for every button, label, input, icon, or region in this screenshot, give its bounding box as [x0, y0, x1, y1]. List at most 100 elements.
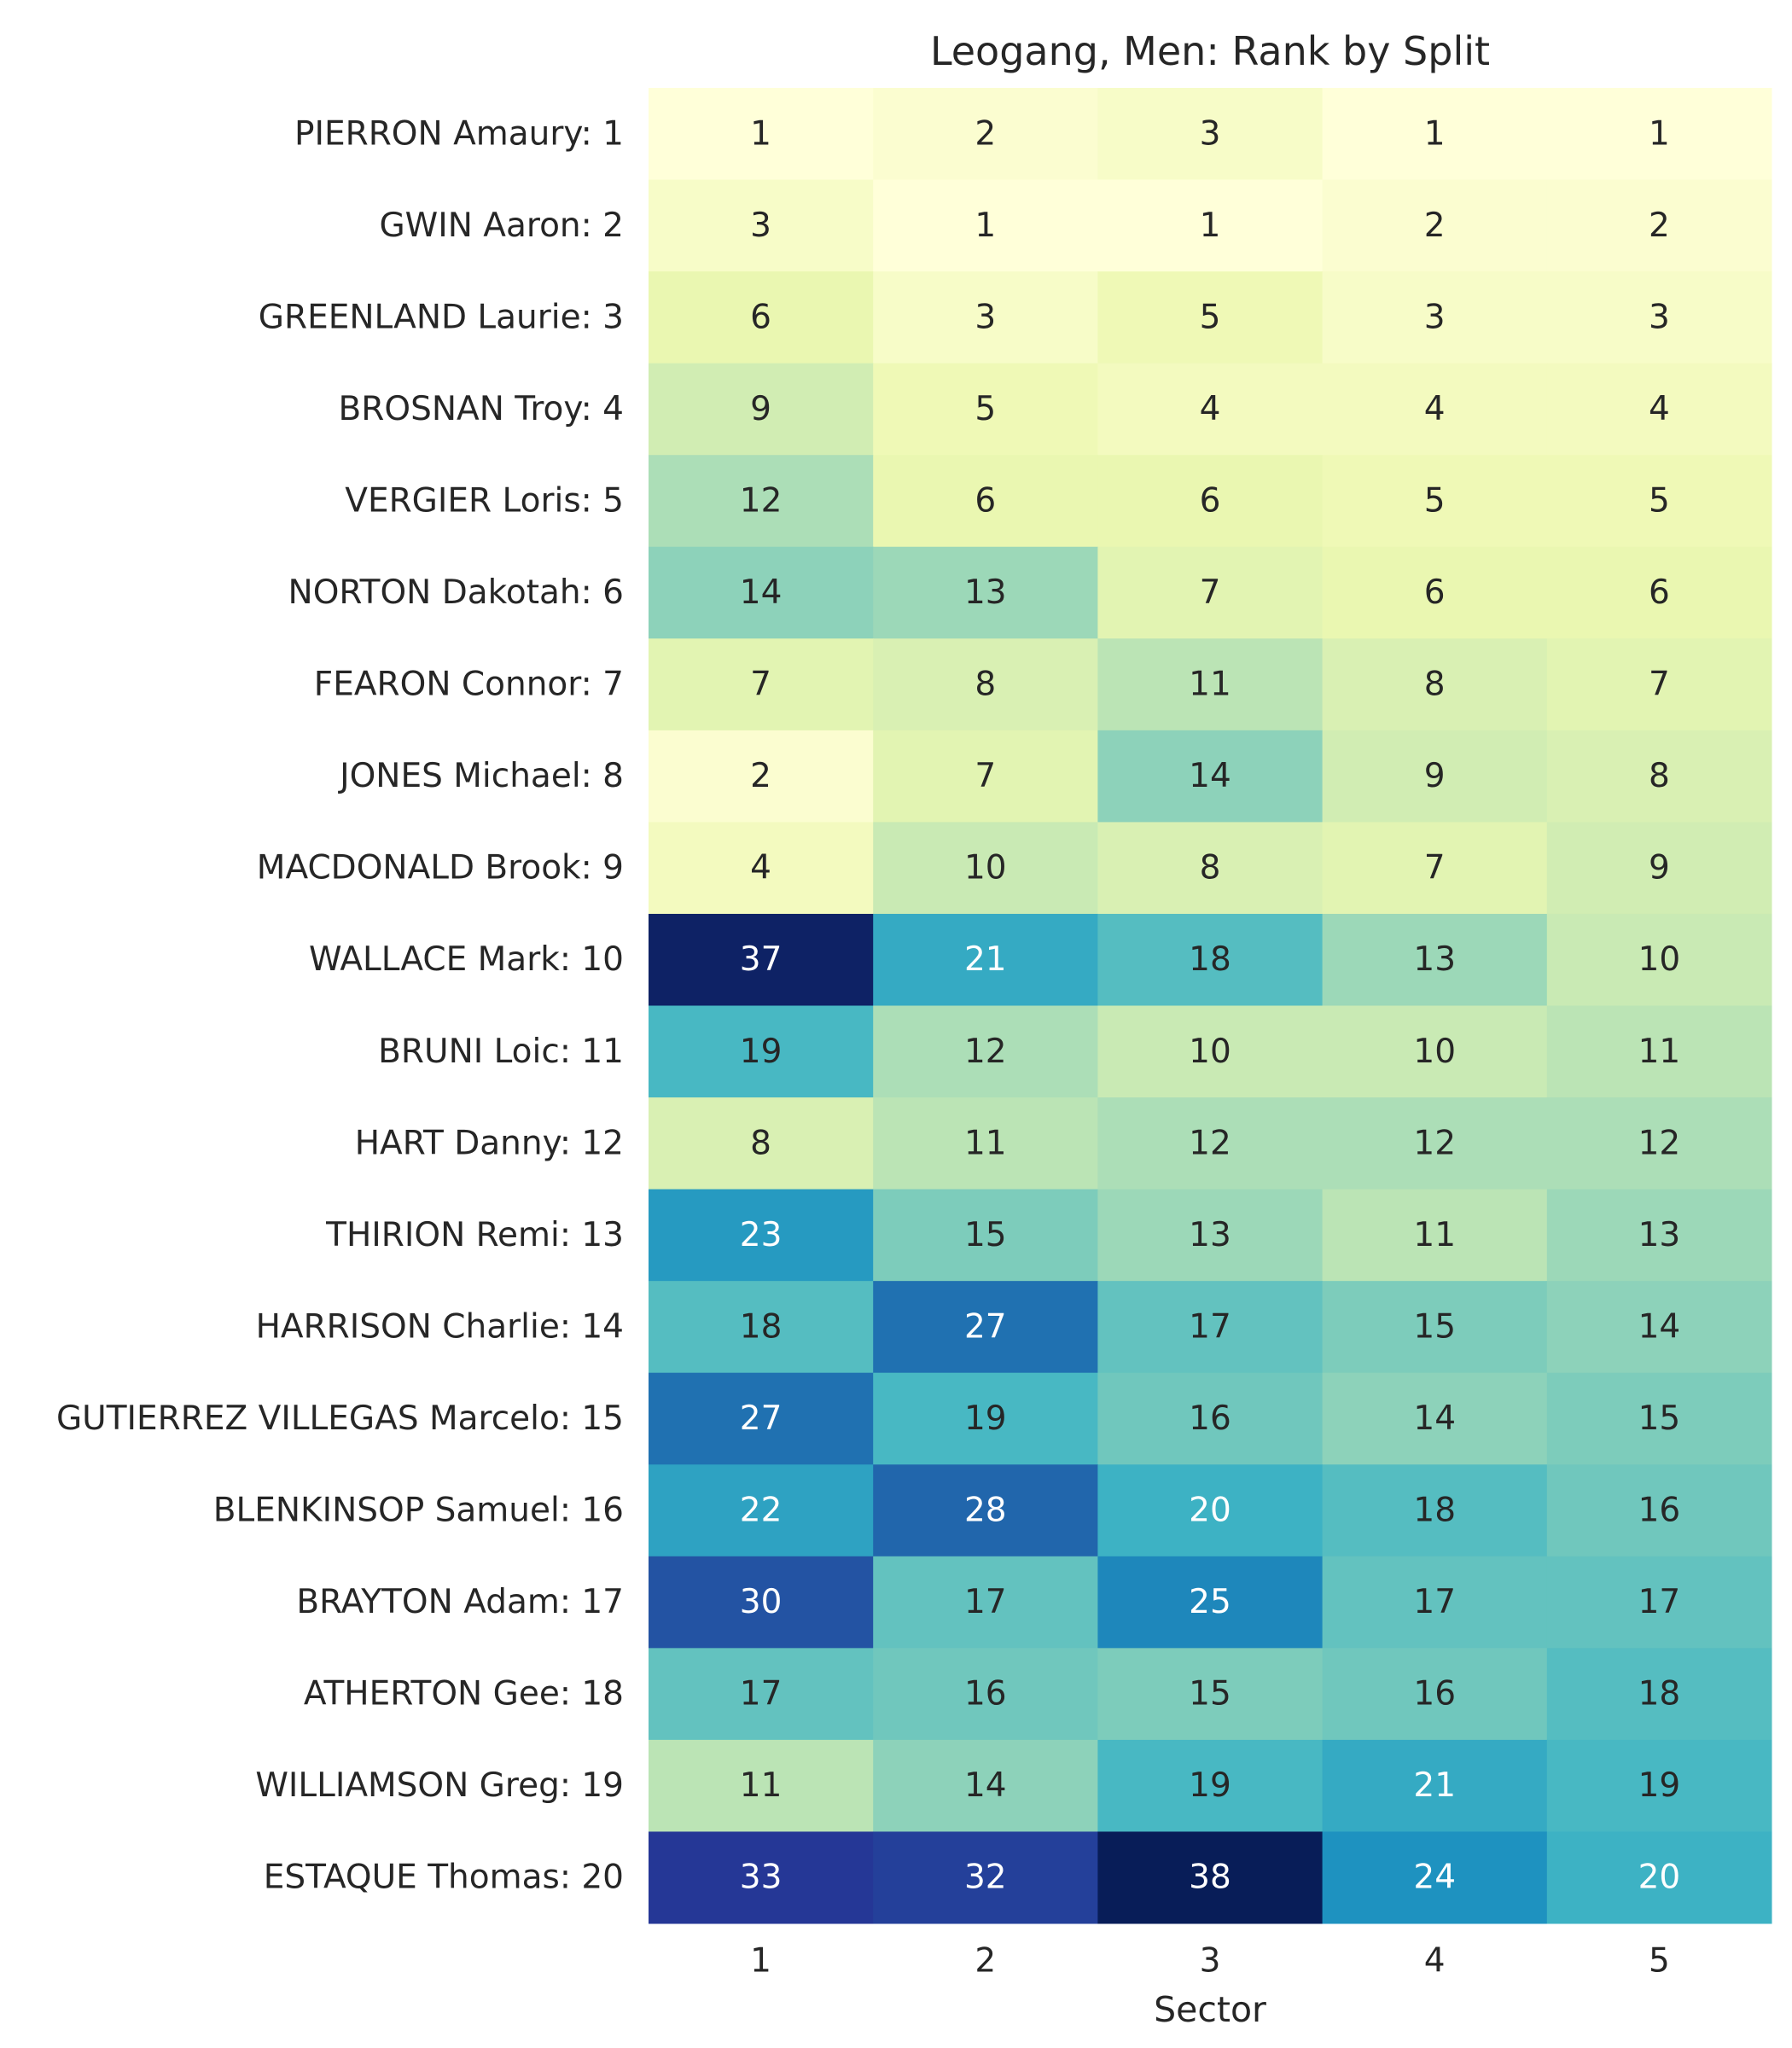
cell-value-label: 19 [1189, 1766, 1231, 1805]
heatmap-cell [649, 730, 874, 823]
heatmap-cell [649, 1097, 874, 1190]
heatmap-cell [1546, 1005, 1772, 1098]
cell-value-label: 1 [1200, 207, 1221, 245]
heatmap-cell [1546, 271, 1772, 364]
cell-value-label: 6 [1424, 573, 1446, 612]
cell-value-label: 6 [750, 298, 771, 336]
heatmap-cell [1546, 1097, 1772, 1190]
y-tick-label: BRAYTON Adam: 17 [296, 1583, 624, 1621]
heatmap-cell [1546, 455, 1772, 548]
heatmap-cell [1546, 546, 1772, 639]
cell-value-label: 17 [1189, 1307, 1231, 1346]
heatmap-cell [649, 1005, 874, 1098]
heatmap-cell [1097, 913, 1324, 1006]
y-tick-label: HART Danny: 12 [355, 1124, 624, 1162]
cell-value-label: 17 [1638, 1583, 1681, 1621]
heatmap-cell [1097, 88, 1324, 181]
cell-value-label: 16 [964, 1675, 1007, 1713]
heatmap-cell [1546, 913, 1772, 1006]
y-tick-label: VERGIER Loris: 5 [345, 481, 624, 520]
heatmap-cell [649, 1281, 874, 1374]
y-tick-label: BLENKINSOP Samuel: 16 [213, 1492, 624, 1530]
cell-value-label: 5 [1649, 481, 1670, 520]
cell-value-label: 8 [1200, 849, 1221, 887]
y-axis-labels: PIERRON Amaury: 1 GWIN Aaron: 2 GREENLAND … [56, 114, 624, 1896]
cell-value-label: 9 [1649, 849, 1670, 887]
cell-value-label: 3 [750, 207, 771, 245]
cell-value-label: 7 [1424, 849, 1446, 887]
heatmap-cell [1322, 1739, 1548, 1832]
heatmap-cells: 1 2 3 1 13 1 1 2 26 3 5 3 39 5 4 4 412 6 6 5 514 13 7 6 67 8 11 8 72… [649, 88, 1772, 1924]
heatmap-cell [1097, 1005, 1324, 1098]
heatmap-cell [1097, 1648, 1324, 1741]
cell-value-label: 19 [964, 1399, 1007, 1438]
cell-value-label: 1 [750, 114, 771, 153]
heatmap-cell [1322, 1464, 1548, 1557]
heatmap-cell [1097, 730, 1324, 823]
cell-value-label: 20 [1638, 1859, 1681, 1897]
heatmap-cell [1322, 913, 1548, 1006]
cell-value-label: 11 [1189, 666, 1231, 704]
heatmap-cell [1097, 546, 1324, 639]
x-tick-label: 2 [975, 1942, 996, 1981]
y-tick-label: FEARON Connor: 7 [314, 666, 624, 704]
cell-value-label: 13 [1189, 1216, 1231, 1254]
heatmap-cell [1546, 822, 1772, 915]
heatmap-cell [649, 1464, 874, 1557]
heatmap-cell [873, 913, 1098, 1006]
cell-value-label: 14 [1189, 757, 1231, 795]
cell-value-label: 17 [964, 1583, 1007, 1621]
heatmap-cell [649, 1189, 874, 1282]
heatmap-cell [873, 546, 1098, 639]
cell-value-label: 12 [964, 1033, 1007, 1071]
heatmap-cell [1322, 638, 1548, 731]
cell-value-label: 2 [975, 114, 996, 153]
cell-value-label: 17 [1413, 1583, 1456, 1621]
cell-value-label: 17 [740, 1675, 783, 1713]
cell-value-label: 7 [1200, 573, 1221, 612]
heatmap-cell [1097, 1372, 1324, 1465]
y-tick-label: THIRION Remi: 13 [325, 1216, 624, 1254]
heatmap-cell [1322, 1556, 1548, 1649]
heatmap-cell [1322, 1005, 1548, 1098]
heatmap-cell [649, 638, 874, 731]
heatmap-cell [1322, 822, 1548, 915]
cell-value-label: 30 [740, 1583, 783, 1621]
heatmap-cell [649, 1556, 874, 1649]
cell-value-label: 4 [1649, 390, 1670, 428]
y-tick-label: PIERRON Amaury: 1 [294, 114, 624, 153]
cell-value-label: 6 [975, 481, 996, 520]
y-tick-label: BRUNI Loic: 11 [378, 1033, 624, 1071]
cell-value-label: 12 [1638, 1124, 1681, 1162]
heatmap-cell [1546, 1556, 1772, 1649]
cell-value-label: 8 [1424, 666, 1446, 704]
heatmap-cell [1097, 1739, 1324, 1832]
heatmap-cell [873, 1556, 1098, 1649]
heatmap-cell [649, 88, 874, 181]
cell-value-label: 32 [964, 1859, 1007, 1897]
heatmap-cell [1097, 1464, 1324, 1557]
heatmap-cell [873, 455, 1098, 548]
heatmap-cell [1322, 271, 1548, 364]
cell-value-label: 15 [1413, 1307, 1456, 1346]
heatmap-cell [1322, 455, 1548, 548]
heatmap-cell [873, 1005, 1098, 1098]
heatmap-cell [1546, 1189, 1772, 1282]
heatmap-cell [1322, 1831, 1548, 1924]
heatmap-cell [1097, 455, 1324, 548]
heatmap-cell [1322, 1097, 1548, 1190]
heatmap-cell [1546, 1648, 1772, 1741]
heatmap-cell [1097, 363, 1324, 456]
cell-value-label: 38 [1189, 1859, 1231, 1897]
cell-value-label: 11 [964, 1124, 1007, 1162]
cell-value-label: 4 [750, 849, 771, 887]
cell-value-label: 9 [750, 390, 771, 428]
y-tick-label: BROSNAN Troy: 4 [339, 390, 624, 428]
cell-value-label: 1 [1649, 114, 1670, 153]
y-tick-label: GWIN Aaron: 2 [379, 207, 624, 245]
heatmap-cell [873, 1189, 1098, 1282]
x-tick-label: 1 [750, 1942, 771, 1981]
y-tick-label: WALLACE Mark: 10 [309, 940, 624, 979]
y-tick-label: GUTIERREZ VILLEGAS Marcelo: 15 [56, 1399, 624, 1438]
